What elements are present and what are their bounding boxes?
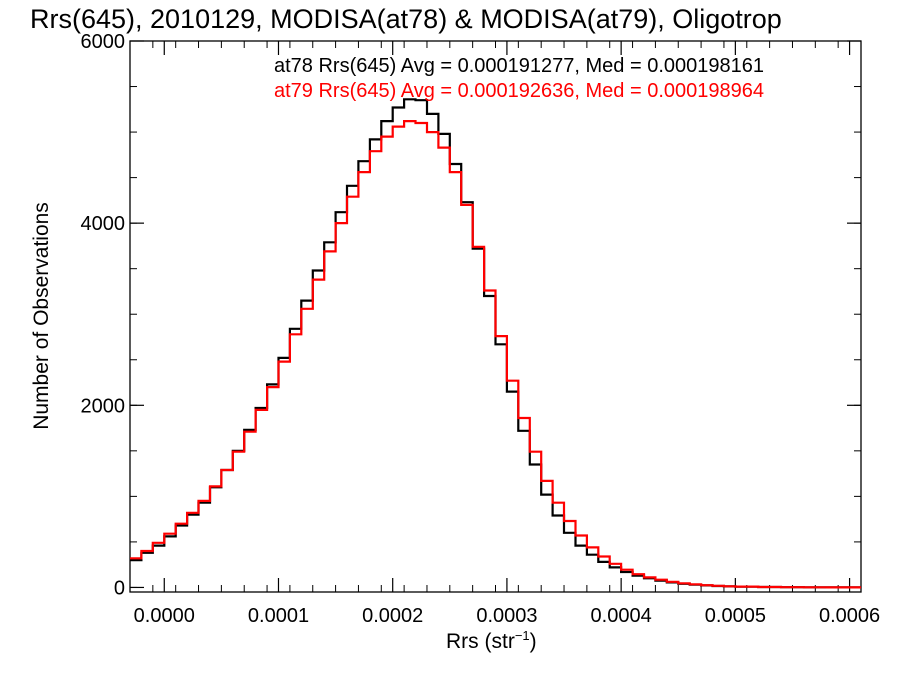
legend-entry-at79: at79 Rrs(645) Avg = 0.000192636, Med = 0…: [274, 80, 764, 102]
x-tick-label: 0.0004: [591, 605, 652, 627]
x-tick-label: 0.0005: [705, 605, 766, 627]
x-axis-label: Rrs (str−1): [446, 628, 537, 653]
x-tick-label: 0.0000: [134, 605, 195, 627]
x-axis-label-superscript: −1: [515, 628, 530, 643]
x-tick-label: 0.0002: [362, 605, 423, 627]
series-line-at78: [130, 98, 861, 589]
x-axis-label-main: Rrs (str: [446, 630, 515, 653]
series-group: [130, 98, 861, 589]
legend-entry-at78: at78 Rrs(645) Avg = 0.000191277, Med = 0…: [274, 55, 764, 77]
y-tick-label: 4000: [81, 213, 126, 235]
x-axis-label-close: ): [530, 630, 537, 653]
chart-title: Rrs(645), 2010129, MODISA(at78) & MODISA…: [30, 4, 782, 34]
series-line-at79: [130, 120, 861, 589]
axis-ticks: 0.0000 0.0001 0.0002 0.0003 0.0004 0.0005 0.00…: [81, 31, 881, 627]
y-tick-label: 0: [114, 577, 125, 599]
y-axis-label: Number of Observations: [30, 202, 53, 430]
y-tick-label: 2000: [81, 395, 126, 417]
x-tick-label: 0.0003: [476, 605, 537, 627]
x-tick-label: 0.0001: [248, 605, 309, 627]
y-tick-label: 6000: [81, 31, 126, 53]
x-tick-label: 0.0006: [819, 605, 880, 627]
